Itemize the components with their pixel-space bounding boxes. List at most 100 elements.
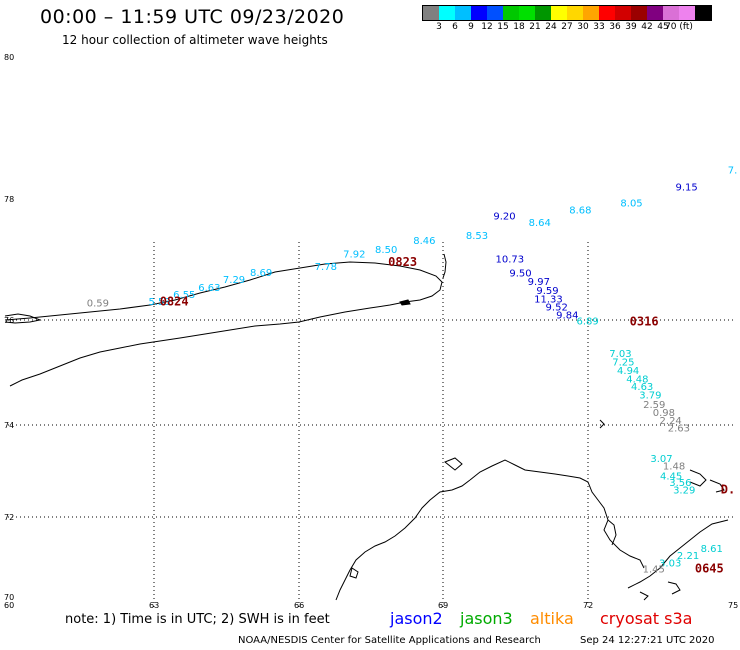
- wave-height-value: 8.68: [569, 206, 591, 217]
- wave-height-value: 8.53: [466, 231, 488, 242]
- wave-height-map: 80 78 76 74 72 70 60 63 66 69 72 75 5.53…: [4, 53, 738, 610]
- lon-labels: 60 63 66 69 72 75: [4, 601, 738, 610]
- wave-height-value: 6.55: [173, 290, 195, 301]
- colorbar-label: 6: [452, 22, 458, 32]
- lat-label-78: 78: [4, 195, 14, 204]
- wave-height-value: 4.45: [660, 471, 682, 482]
- colorbar-label: 42: [641, 22, 653, 32]
- wave-height-value: 8.05: [620, 199, 642, 210]
- wave-height-value: 1.48: [663, 462, 685, 473]
- pass-time-label: 0824: [160, 294, 189, 308]
- colorbar-label: 30: [577, 22, 589, 32]
- pass-time-label: 0823: [388, 255, 417, 269]
- colorbar-label: 9: [468, 22, 474, 32]
- time-marks: 0824 0823 0316 D. 0645: [160, 255, 736, 575]
- colorbar-swatch: [663, 6, 679, 20]
- wave-height-value: 2.24: [660, 416, 682, 427]
- lat-label-72: 72: [4, 513, 14, 522]
- lon-label-75: 75: [728, 601, 738, 610]
- wave-height-value: 4.63: [631, 382, 653, 393]
- colorbar-label: 33: [593, 22, 605, 32]
- footer-credit: NOAA/NESDIS Center for Satellite Applica…: [238, 635, 541, 646]
- colorbar-label: 27: [561, 22, 573, 32]
- sat-jason2: jason2: [390, 609, 443, 628]
- colorbar-swatch: [487, 6, 503, 20]
- wave-height-value: 2.59: [643, 400, 665, 411]
- lon-label-63: 63: [149, 601, 159, 610]
- colorbar-label: 39: [625, 22, 637, 32]
- wave-height-value: 8.50: [375, 245, 397, 256]
- lon-label-60: 60: [4, 601, 14, 610]
- colorbar-swatch: [599, 6, 615, 20]
- wave-height-value: 8.61: [701, 544, 723, 555]
- colorbar-swatch: [695, 6, 711, 20]
- wave-height-value: 0.59: [87, 298, 109, 309]
- colorbar-swatch: [647, 6, 663, 20]
- wave-height-value: 3.79: [639, 390, 661, 401]
- lon-label-69: 69: [438, 601, 448, 610]
- lat-label-76: 76: [4, 316, 14, 325]
- map-title: 00:00 – 11:59 UTC 09/23/2020: [40, 6, 345, 28]
- lon-label-66: 66: [294, 601, 304, 610]
- wave-height-value: 6.89: [576, 317, 598, 328]
- wave-height-value: 9.20: [493, 212, 515, 223]
- wave-height-value: 7.29: [223, 275, 245, 286]
- colorbar-label: 12: [481, 22, 493, 32]
- wave-height-value: 7.92: [343, 250, 365, 261]
- wave-height-value: 11.33: [534, 294, 563, 305]
- colorbar-swatch: [679, 6, 695, 20]
- colorbar-label: 15: [497, 22, 509, 32]
- map-subtitle: 12 hour collection of altimeter wave hei…: [62, 33, 328, 47]
- lat-label-70: 70: [4, 593, 14, 602]
- lat-label-74: 74: [4, 421, 14, 430]
- wave-height-value: 2.21: [677, 551, 699, 562]
- colorbar-swatch: [535, 6, 551, 20]
- wave-height-value: 9.97: [528, 277, 550, 288]
- wave-height-value: 0.98: [653, 408, 675, 419]
- wave-height-value: 3.56: [669, 478, 691, 489]
- pass-time-label: 0645: [695, 561, 724, 575]
- altimeter-tracks: 5.536.556.637.29 8.69 7.78 7.92 8.50 8.46 8.53…: [87, 166, 738, 576]
- wave-height-value: 8.46: [413, 236, 435, 247]
- colorbar-label: 45: [657, 22, 669, 32]
- colorbar-swatch: [519, 6, 535, 20]
- wave-height-value: 2.63: [668, 423, 690, 434]
- wave-height-value: 9.50: [509, 269, 531, 280]
- wave-height-value: 8.69: [250, 268, 272, 279]
- colorbar-label: 21: [529, 22, 541, 32]
- wave-height-value: 4.48: [626, 374, 648, 385]
- wave-height-value: 9.84: [556, 310, 578, 321]
- wave-height-value: 10.73: [496, 254, 525, 265]
- wave-height-value: 3.03: [659, 559, 681, 570]
- colorbar-label: 36: [609, 22, 621, 32]
- colorbar-swatch: [439, 6, 455, 20]
- footer-note: note: 1) Time is in UTC; 2) SWH is in fe…: [65, 612, 330, 627]
- wave-height-value: 9.59: [536, 286, 558, 297]
- wave-height-value: 3.07: [650, 454, 672, 465]
- wave-height-value: 1.45: [643, 564, 665, 575]
- colorbar-swatch: [631, 6, 647, 20]
- wave-height-value: 4.94: [617, 366, 639, 377]
- wave-height-value: 3.29: [673, 486, 695, 497]
- footer-timestamp: Sep 24 12:27:21 UTC 2020: [580, 635, 715, 646]
- colorbar-swatch: [615, 6, 631, 20]
- colorbar-labels: 3 6 9 12 15 18 21 24 27 30 33 36 39 42 45 70 (ft): [422, 22, 740, 34]
- colorbar-label: 3: [436, 22, 442, 32]
- grid: [8, 242, 735, 608]
- pass-time-label: D.: [721, 483, 735, 497]
- wave-height-value: 5.53: [149, 297, 171, 308]
- colorbar-swatch: [423, 6, 439, 20]
- colorbar-swatch: [567, 6, 583, 20]
- wave-height-value: 7.78: [315, 262, 337, 273]
- wave-height-value: 9.52: [546, 302, 568, 313]
- colorbar-label: 18: [513, 22, 525, 32]
- wave-height-value: 7.: [728, 166, 738, 177]
- colorbar-swatch: [503, 6, 519, 20]
- sat-cryosat-s3a: cryosat s3a: [600, 609, 693, 628]
- colorbar-swatch: [455, 6, 471, 20]
- colorbar-label: 70 (ft): [665, 22, 693, 32]
- sat-jason3: jason3: [460, 609, 513, 628]
- coastline: [4, 253, 729, 601]
- colorbar-label: 24: [545, 22, 557, 32]
- colorbar-swatch: [551, 6, 567, 20]
